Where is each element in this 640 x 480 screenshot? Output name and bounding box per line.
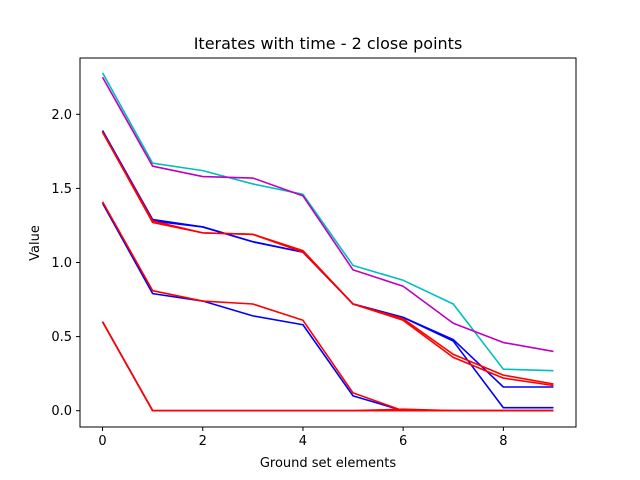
series-line-1: [101, 76, 554, 353]
axes-layer: 0 2 4 6 8 0.0 0.5 1.0 1.5 2.0: [51, 108, 507, 449]
series-line-10: [101, 321, 554, 412]
y-tick-label: 2.0: [51, 108, 72, 123]
x-tick-label: 6: [399, 434, 407, 449]
y-tick-label: 1.0: [51, 256, 72, 271]
plot-frame: [79, 57, 577, 428]
series-line-7: [101, 131, 554, 387]
y-tick-label: 0.5: [51, 330, 72, 345]
x-tick-label: 8: [499, 434, 507, 449]
y-tick-label: 0.0: [51, 404, 72, 419]
x-tick-label: 0: [98, 434, 106, 449]
y-tick-label: 1.5: [51, 182, 72, 197]
x-tick-label: 4: [299, 434, 307, 449]
x-axis-label: Ground set elements: [260, 456, 397, 471]
series-layer: [101, 72, 554, 412]
series-line-0: [101, 72, 554, 372]
x-tick-label: 2: [199, 434, 207, 449]
chart-title: Iterates with time - 2 close points: [194, 34, 463, 53]
y-axis-label: Value: [28, 225, 43, 261]
